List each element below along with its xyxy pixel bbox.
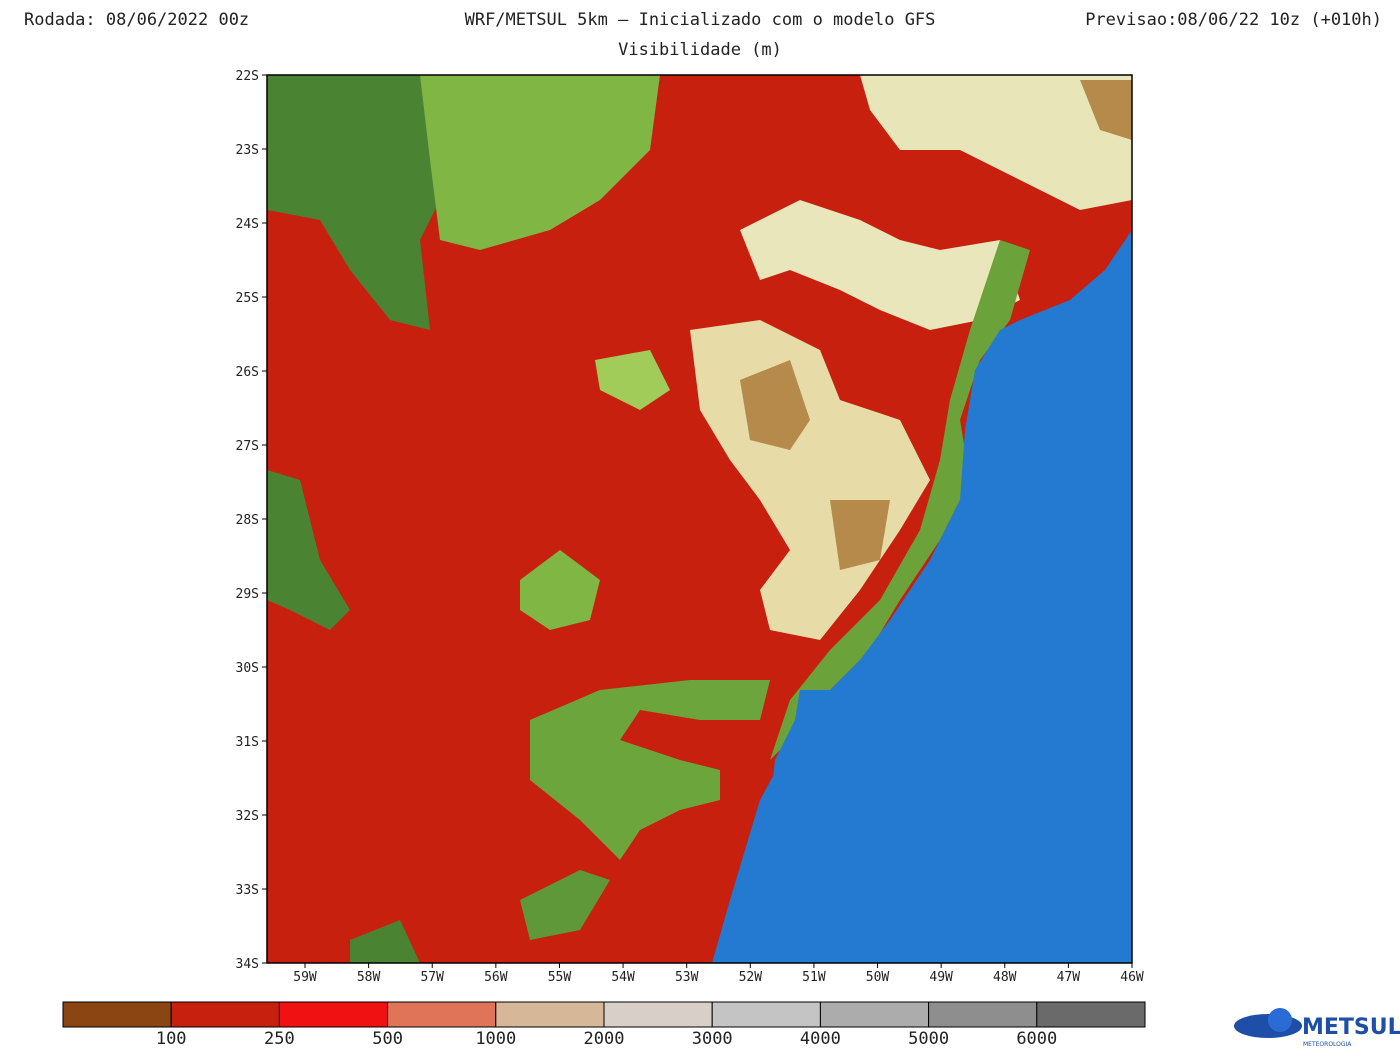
colorbar-box [1036,1001,1146,1028]
colorbar-box [495,1001,605,1028]
colorbar-label: 6000 [1016,1029,1057,1049]
lat-label: 24S [236,217,259,232]
lon-label: 46W [1120,970,1144,985]
colorbar: 100 250 500 1000 2000 3000 4000 5000 6000 [62,1001,1146,1049]
lat-label: 31S [236,735,259,750]
colorbar-box [62,1001,172,1028]
header-center: WRF/METSUL 5km – Inicializado com o mode… [465,10,936,30]
lon-label: 54W [611,970,635,985]
header-right: Previsao:08/06/22 10z (+010h) [1085,10,1382,30]
lon-label: 53W [675,970,699,985]
lon-label: 59W [293,970,317,985]
lon-label: 50W [866,970,890,985]
lat-label: 26S [236,365,259,380]
lat-label: 30S [236,661,259,676]
lon-label: 56W [484,970,508,985]
colorbar-box [170,1001,280,1028]
colorbar-box [278,1001,389,1028]
lat-label: 27S [236,439,259,454]
colorbar-label: 4000 [800,1029,841,1049]
lat-label: 32S [236,809,259,824]
colorbar-label: 100 [156,1029,187,1049]
lat-label: 29S [236,587,259,602]
logo-tagline: METEOROLOGIA [1303,1041,1352,1048]
map: 22S 23S 24S 25S 26S 27S 28S 29S 30S 31S 32S 33S 34S 5… [236,69,1144,985]
lat-label: 22S [236,69,259,84]
lat-label: 28S [236,513,259,528]
lat-label: 34S [236,957,259,972]
lon-label: 49W [929,970,953,985]
lon-label: 58W [357,970,381,985]
colorbar-box [711,1001,821,1028]
lat-label: 23S [236,143,259,158]
lon-label: 57W [420,970,444,985]
subtitle: Visibilidade (m) [618,40,782,60]
header-left: Rodada: 08/06/2022 00z [24,10,249,30]
colorbar-label: 500 [372,1029,403,1049]
logo: METSUL METEOROLOGIA [1234,1008,1400,1048]
logo-name: METSUL [1302,1015,1400,1040]
lon-label: 48W [993,970,1017,985]
colorbar-box [928,1001,1038,1028]
colorbar-label: 2000 [584,1029,625,1049]
lat-label: 25S [236,291,259,306]
colorbar-box [819,1001,930,1028]
colorbar-box [603,1001,713,1028]
colorbar-label: 250 [264,1029,295,1049]
lon-label: 47W [1057,970,1081,985]
colorbar-label: 5000 [908,1029,949,1049]
lon-label: 51W [802,970,826,985]
lon-label: 52W [739,970,763,985]
colorbar-label: 3000 [692,1029,733,1049]
colorbar-box [387,1001,497,1028]
lat-label: 33S [236,883,259,898]
lon-label: 55W [548,970,572,985]
colorbar-label: 1000 [475,1029,516,1049]
